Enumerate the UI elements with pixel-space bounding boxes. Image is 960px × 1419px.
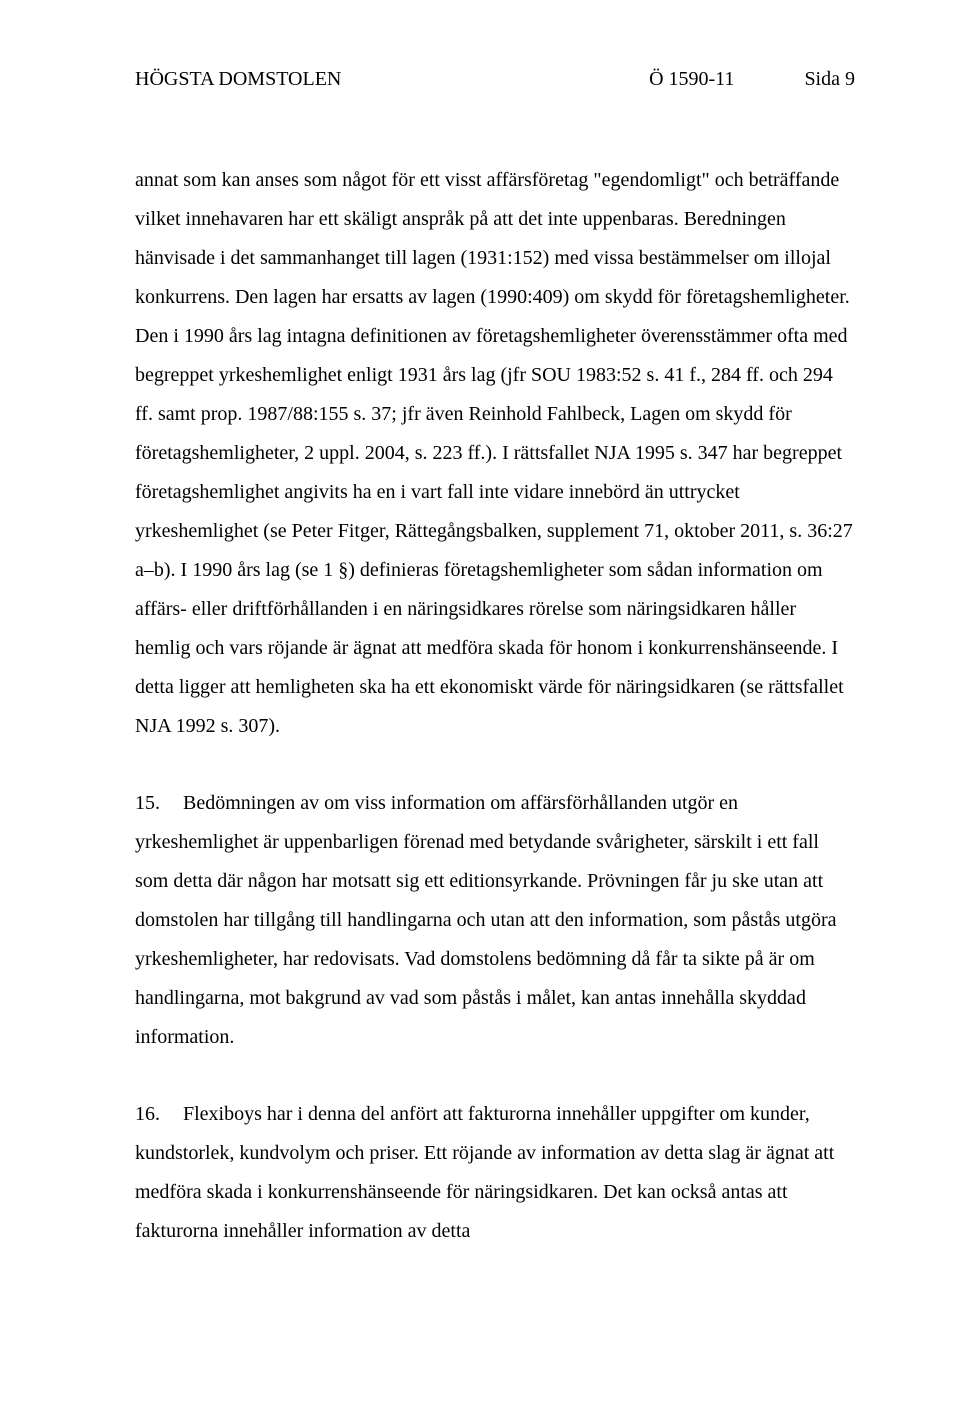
paragraph-text: annat som kan anses som något för ett vi…: [135, 169, 853, 737]
court-name: HÖGSTA DOMSTOLEN: [135, 68, 341, 91]
header-right-group: Ö 1590-11 Sida 9: [649, 68, 855, 91]
case-number: Ö 1590-11: [649, 68, 734, 91]
paragraph-text: Bedömningen av om viss information om af…: [135, 792, 837, 1048]
paragraph-number: 16.: [135, 1095, 183, 1134]
paragraph-text: Flexiboys har i denna del anfört att fak…: [135, 1103, 834, 1242]
paragraph-continuation: annat som kan anses som något för ett vi…: [135, 161, 855, 746]
paragraph-15: 15.Bedömningen av om viss information om…: [135, 784, 855, 1057]
paragraph-number: 15.: [135, 784, 183, 823]
document-page: HÖGSTA DOMSTOLEN Ö 1590-11 Sida 9 annat …: [0, 0, 960, 1349]
paragraph-16: 16.Flexiboys har i denna del anfört att …: [135, 1095, 855, 1251]
body-text: annat som kan anses som något för ett vi…: [135, 161, 855, 1251]
page-header: HÖGSTA DOMSTOLEN Ö 1590-11 Sida 9: [135, 68, 855, 91]
page-number: Sida 9: [804, 68, 855, 91]
